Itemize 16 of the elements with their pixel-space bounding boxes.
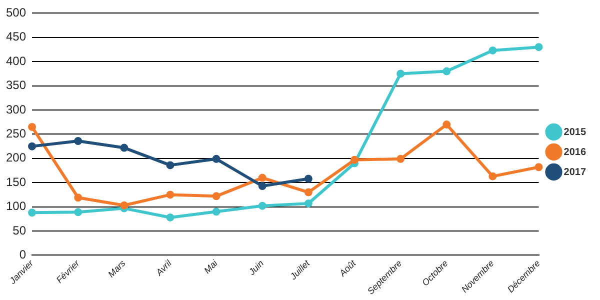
legend-label: 2017 <box>564 166 586 178</box>
y-tick-label: 500 <box>6 6 26 20</box>
legend-label: 2016 <box>564 146 586 158</box>
x-tick-label: Juin <box>246 258 266 278</box>
legend-label: 2015 <box>564 126 586 138</box>
y-tick-label: 350 <box>6 78 26 92</box>
y-tick-label: 400 <box>6 54 26 68</box>
y-tick-label: 50 <box>12 223 26 238</box>
y-tick-label: 300 <box>6 102 26 116</box>
y-tick-label: 100 <box>6 199 26 214</box>
y-tick-label: 200 <box>6 150 26 165</box>
y-tick-label: 150 <box>6 174 26 189</box>
y-tick-label: 250 <box>6 126 26 141</box>
y-tick-label: 0 <box>19 248 26 262</box>
y-tick-label: 450 <box>6 30 26 44</box>
x-tick-label: Mai <box>202 257 220 276</box>
